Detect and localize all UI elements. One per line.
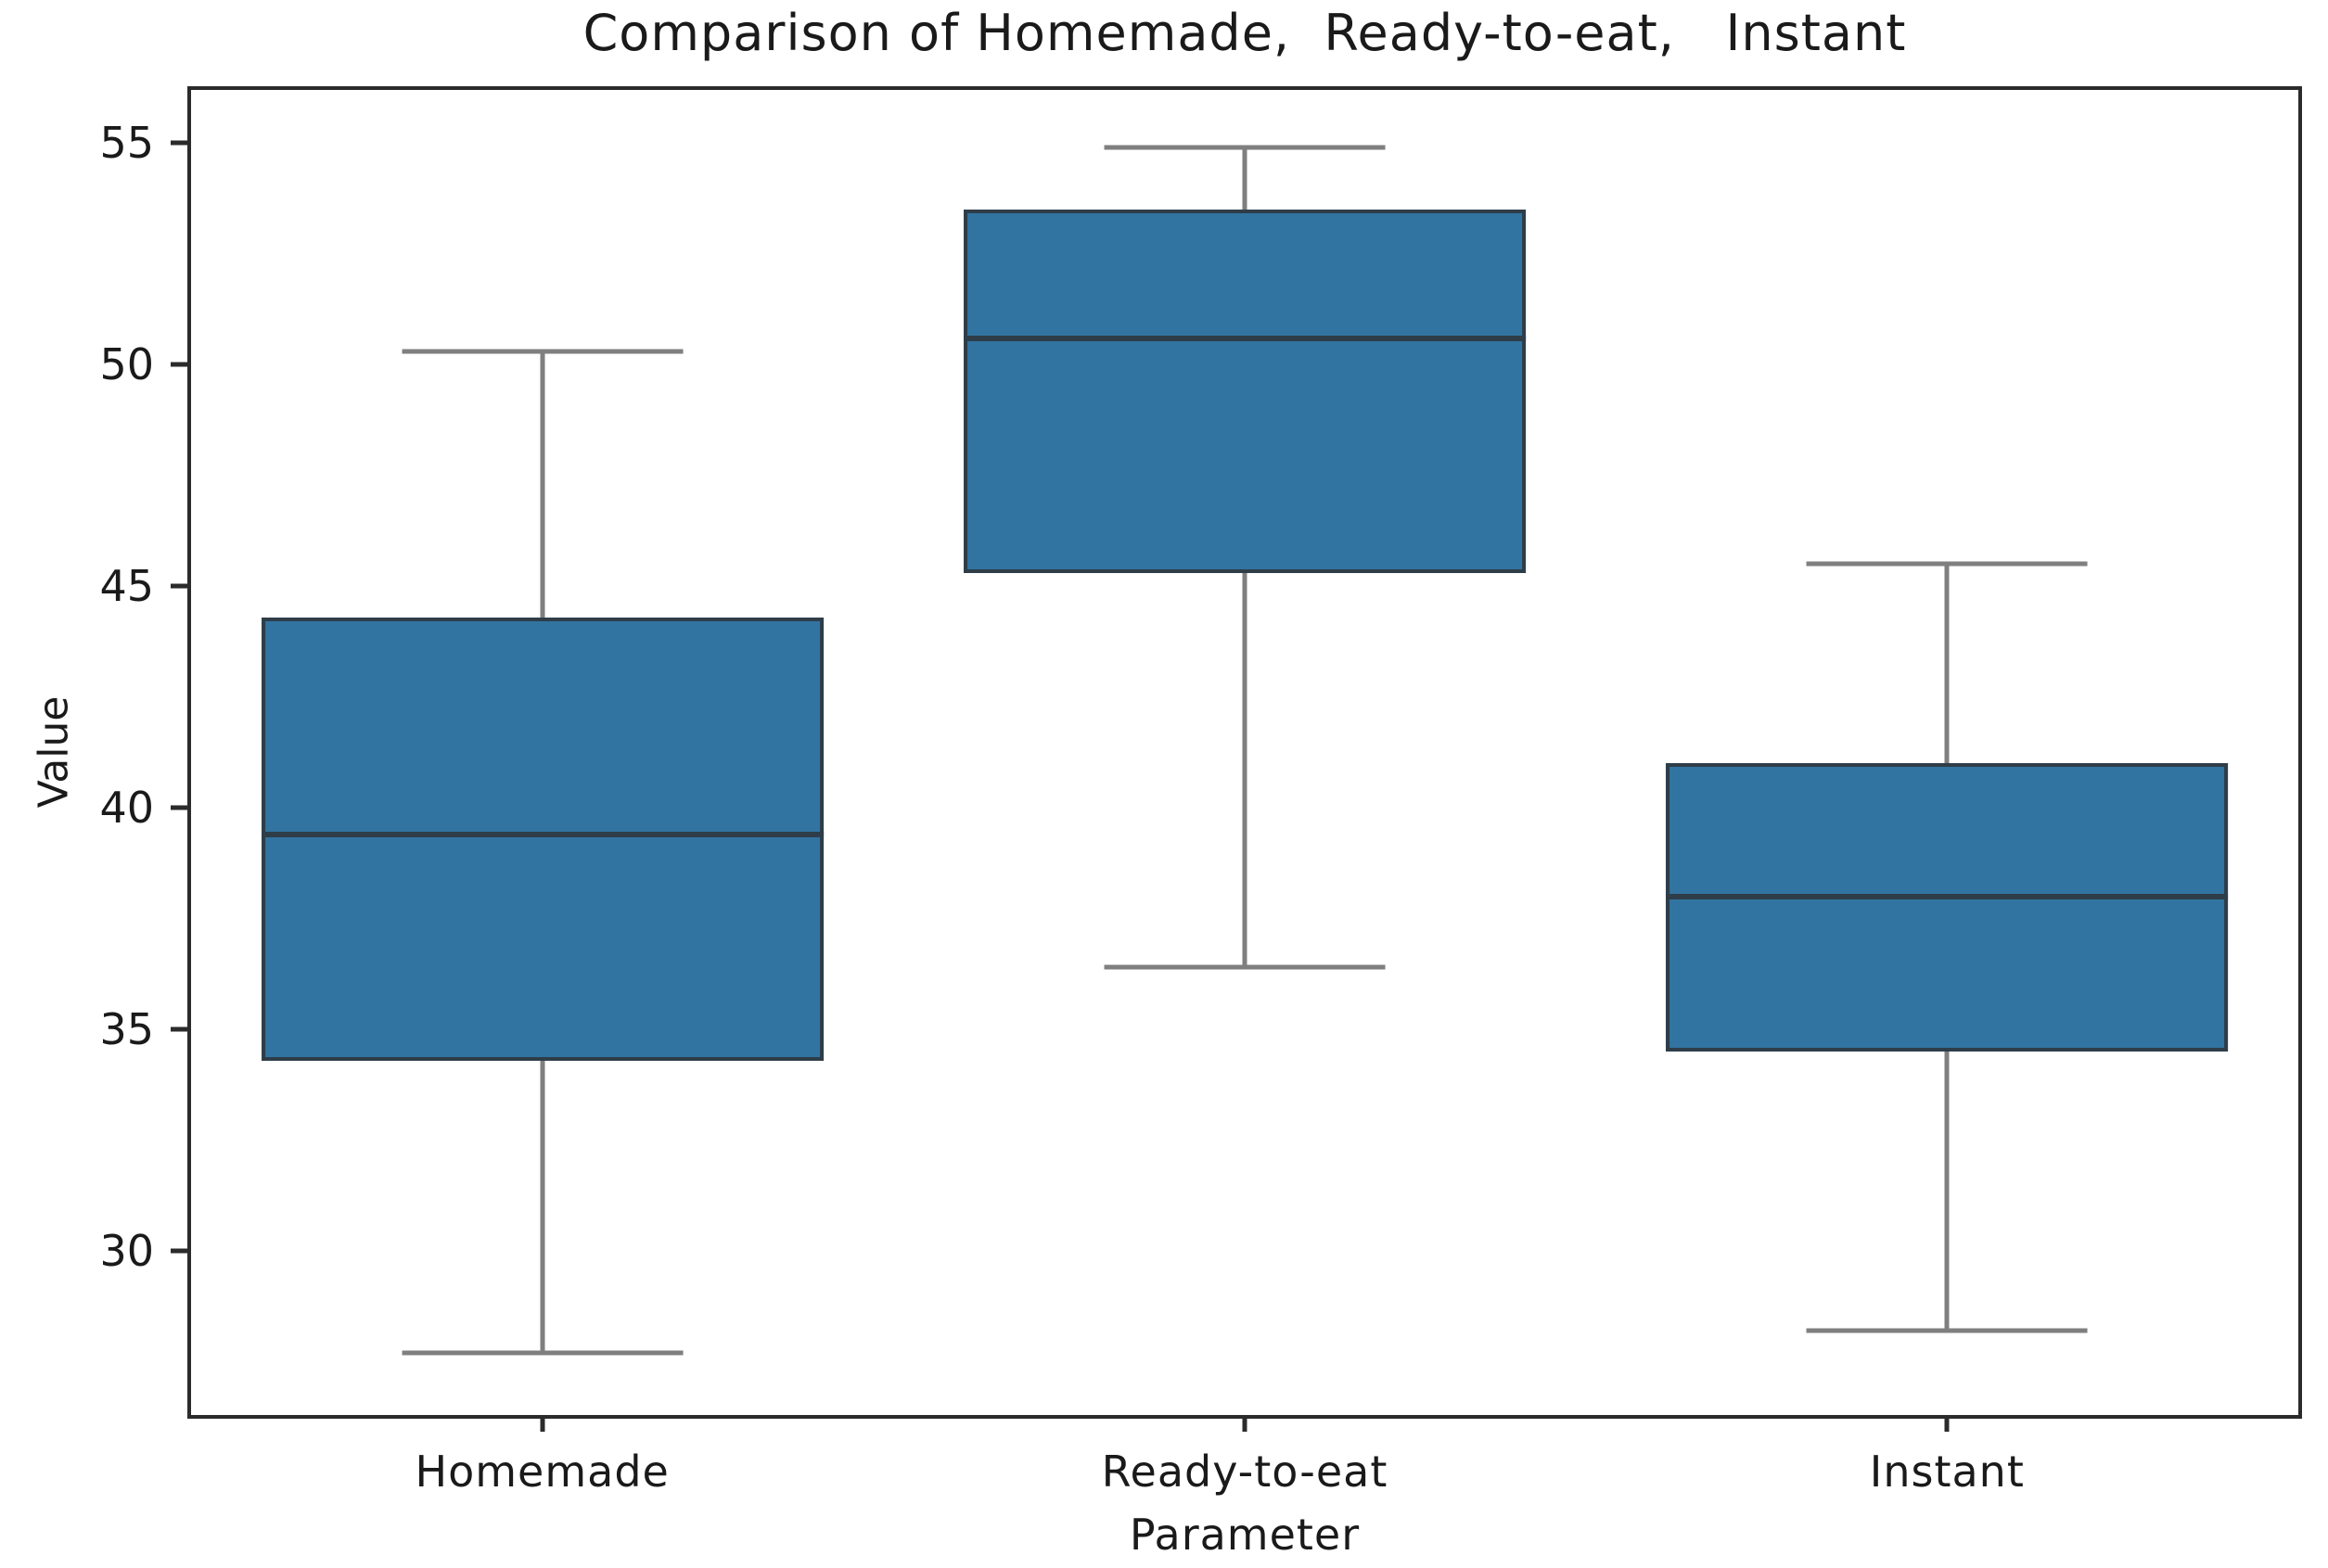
box-rect <box>964 210 1526 573</box>
whisker-cap-bottom <box>1104 964 1386 970</box>
median-line <box>1666 893 2229 899</box>
y-tick-label: 30 <box>99 1226 154 1277</box>
y-tick-label: 35 <box>99 1004 154 1055</box>
y-axis-label: Value <box>30 695 78 809</box>
whisker-cap-bottom <box>1806 1328 2088 1333</box>
y-tick-label: 55 <box>99 118 154 169</box>
x-tick-label: Instant <box>1869 1447 2025 1497</box>
box-rect <box>261 617 824 1061</box>
median-line <box>261 831 824 837</box>
y-tick-label: 45 <box>99 561 154 612</box>
whisker-cap-top <box>1104 145 1386 150</box>
y-tick-label: 50 <box>99 339 154 390</box>
y-tick-mark <box>171 1248 191 1254</box>
x-tick-mark <box>1944 1415 1950 1432</box>
y-tick-mark <box>171 140 191 146</box>
x-tick-label: Ready-to-eat <box>1101 1447 1388 1497</box>
x-tick-mark <box>1242 1415 1247 1432</box>
y-tick-mark <box>171 805 191 810</box>
y-tick-mark <box>171 362 191 367</box>
x-tick-mark <box>540 1415 545 1432</box>
median-line <box>964 335 1526 341</box>
whisker-cap-top <box>1806 561 2088 567</box>
box-rect <box>1666 763 2229 1052</box>
y-tick-label: 40 <box>99 783 154 834</box>
y-tick-mark <box>171 583 191 589</box>
x-axis-label: Parameter <box>1129 1510 1361 1560</box>
whisker-cap-top <box>402 349 684 354</box>
chart-title: Comparison of Homemade, Ready-to-eat, In… <box>582 4 1907 62</box>
whisker-cap-bottom <box>402 1350 684 1356</box>
x-tick-label: Homemade <box>415 1447 670 1497</box>
plot-area: 30 35 40 45 50 55 Homemade Ready-to-eat Instant <box>99 86 2302 1497</box>
y-tick-mark <box>171 1026 191 1032</box>
